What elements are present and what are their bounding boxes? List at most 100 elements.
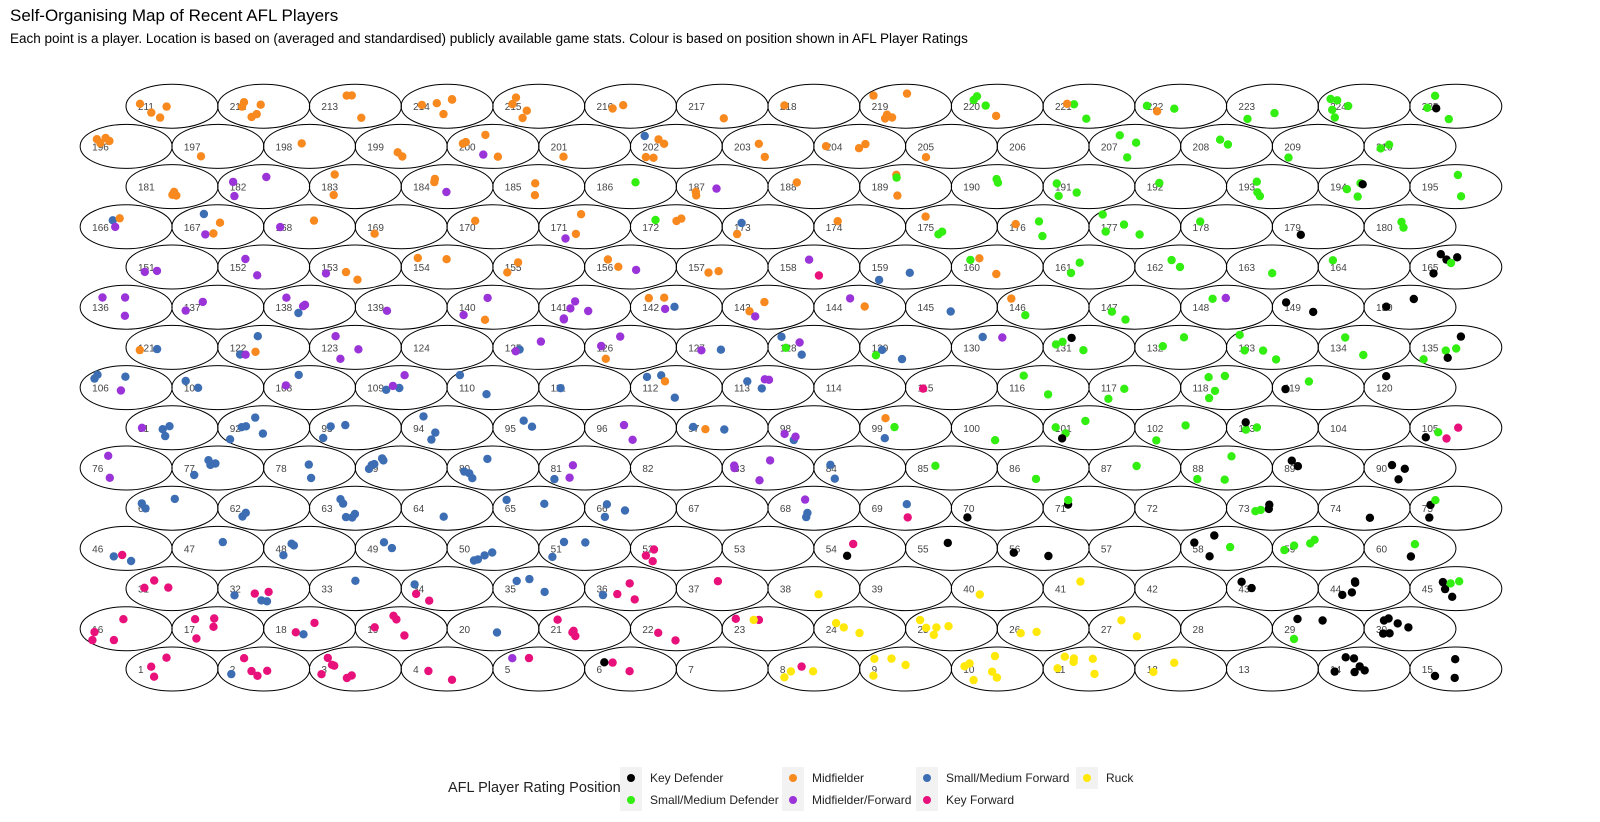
- player-point: [370, 623, 379, 632]
- cell-label: 29: [1284, 625, 1296, 636]
- player-point: [826, 460, 835, 469]
- player-point: [902, 89, 912, 98]
- legend-key: [782, 767, 804, 789]
- cell-label: 193: [1238, 183, 1255, 194]
- player-point: [140, 583, 149, 592]
- cell-label: 88: [1193, 464, 1205, 475]
- player-point: [1342, 185, 1352, 194]
- cell-label: 50: [459, 544, 471, 555]
- player-point: [861, 139, 870, 149]
- player-point: [323, 653, 332, 663]
- cell-label: 63: [321, 504, 333, 515]
- player-point: [559, 537, 569, 547]
- player-point: [388, 381, 398, 391]
- cell-label: 18: [276, 625, 288, 636]
- player-point: [880, 434, 889, 443]
- cell-label: 138: [276, 303, 293, 314]
- player-point: [395, 383, 404, 393]
- player-point: [1385, 629, 1394, 638]
- player-point: [1167, 255, 1176, 265]
- player-point: [98, 293, 107, 302]
- player-point: [1243, 114, 1252, 124]
- player-point: [262, 172, 271, 182]
- player-point: [299, 630, 308, 639]
- player-point: [121, 372, 130, 381]
- player-point: [649, 545, 659, 554]
- player-point: [329, 190, 338, 200]
- cell-label: 184: [413, 183, 430, 194]
- cell-label: 74: [1330, 504, 1342, 515]
- player-point: [1382, 372, 1391, 381]
- player-point: [190, 470, 199, 480]
- player-point: [1021, 311, 1030, 320]
- legend-label: Key Forward: [946, 793, 1015, 807]
- player-point: [297, 139, 306, 148]
- player-point: [640, 131, 649, 141]
- player-point: [992, 269, 1001, 279]
- player-point: [1208, 294, 1217, 303]
- player-point: [628, 435, 637, 444]
- player-point: [1379, 629, 1388, 638]
- player-point: [1293, 462, 1303, 471]
- player-point: [921, 212, 930, 221]
- player-point: [786, 667, 796, 676]
- player-point: [417, 100, 427, 110]
- player-point: [1253, 188, 1262, 197]
- cell-label: 67: [688, 504, 700, 515]
- player-point: [218, 537, 227, 547]
- player-point: [921, 153, 931, 162]
- player-point: [553, 615, 562, 624]
- player-point: [1235, 330, 1244, 340]
- player-point: [1304, 377, 1314, 386]
- player-point: [625, 667, 634, 676]
- player-point: [991, 111, 1001, 121]
- player-point: [1454, 423, 1463, 432]
- player-point: [1338, 590, 1347, 600]
- player-point: [225, 435, 235, 444]
- cell-label: 6: [597, 665, 603, 676]
- player-point: [1382, 302, 1391, 311]
- player-point: [1450, 673, 1459, 683]
- player-point: [354, 345, 363, 354]
- player-point: [1252, 423, 1262, 432]
- player-point: [1221, 293, 1231, 303]
- som-cell: [1363, 445, 1457, 491]
- player-point: [598, 590, 608, 600]
- player-point: [1365, 513, 1375, 522]
- player-point: [306, 473, 316, 483]
- cell-label: 48: [276, 544, 288, 555]
- player-point: [326, 422, 335, 431]
- player-point: [712, 184, 721, 193]
- player-point: [439, 109, 448, 119]
- player-point: [731, 614, 740, 623]
- player-point: [631, 265, 641, 275]
- player-point: [431, 428, 440, 437]
- player-point: [442, 187, 451, 197]
- cell-label: 142: [642, 303, 659, 314]
- player-point: [1069, 100, 1079, 109]
- player-point: [1431, 496, 1440, 505]
- player-point: [227, 669, 236, 679]
- player-point: [1359, 350, 1368, 360]
- player-point: [330, 170, 339, 179]
- cell-label: 58: [1193, 544, 1205, 555]
- cell-label: 221: [1055, 102, 1072, 113]
- cell-label: 85: [917, 464, 929, 475]
- cell-label: 173: [734, 223, 751, 234]
- player-point: [887, 113, 897, 122]
- player-point: [1440, 584, 1450, 594]
- player-point: [881, 414, 890, 423]
- player-point: [1347, 588, 1357, 597]
- player-point: [691, 187, 700, 197]
- cell-label: 126: [597, 343, 614, 354]
- cell-label: 170: [459, 223, 476, 234]
- cell-label: 21: [551, 625, 563, 636]
- player-point: [530, 191, 540, 200]
- cell-label: 22: [642, 625, 654, 636]
- cell-label: 101: [1055, 424, 1072, 435]
- player-point: [765, 456, 775, 465]
- cell-label: 23: [734, 625, 746, 636]
- cell-label: 41: [1055, 585, 1067, 596]
- player-point: [413, 253, 422, 263]
- cell-label: 84: [826, 464, 838, 475]
